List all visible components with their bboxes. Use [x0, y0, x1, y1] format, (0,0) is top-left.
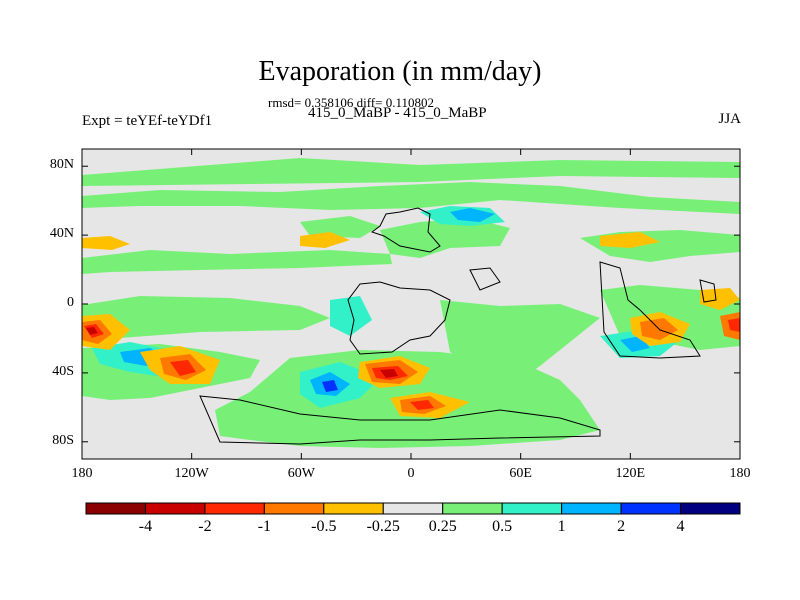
field-yellow: [600, 232, 660, 248]
field-teal: [330, 296, 372, 336]
field-red: [170, 360, 196, 376]
lat-tick-label: 40S: [52, 363, 74, 379]
colorbar-swatch: [144, 502, 206, 515]
colorbar-label: 0.25: [428, 518, 457, 535]
colorbar-label: -4: [138, 518, 153, 535]
comparison-label: 415_0_MaBP - 415_0_MaBP: [308, 105, 487, 121]
colorbar-swatch: [263, 502, 325, 515]
colorbar-label: 1: [557, 518, 566, 535]
experiment-label: Expt = teYEf-teYDf1: [82, 113, 213, 129]
field-green: [300, 216, 380, 238]
lon-tick-label: 60E: [509, 466, 532, 481]
colorbar-label: 2: [617, 518, 626, 535]
colorbar-swatch: [323, 502, 384, 515]
lon-tick-label: 180: [729, 466, 751, 481]
field-yellow: [82, 236, 130, 250]
colorbar-swatch: [561, 502, 622, 515]
stats-label: rmsd= 0.358106 diff= 0.110802: [268, 95, 434, 110]
colorbar-swatch: [442, 502, 503, 515]
field-red: [410, 400, 434, 410]
colorbar-label: -2: [198, 518, 212, 535]
field-blue: [450, 208, 495, 222]
lat-tick-label: 80S: [52, 432, 74, 448]
colorbar: [85, 502, 741, 515]
field-green: [82, 250, 392, 274]
lon-tick-label: 120E: [615, 466, 646, 481]
field-red: [728, 318, 740, 332]
colorbar-label: 0.5: [492, 518, 513, 535]
coastline: [199, 395, 601, 445]
map-field: [82, 149, 740, 459]
colorbar-label: 4: [676, 518, 685, 535]
lat-tick-label: 0: [67, 295, 74, 310]
field-green: [82, 296, 330, 340]
lon-tick-label: 60W: [287, 466, 315, 481]
colorbar-swatch: [204, 502, 265, 515]
field-darkred: [86, 327, 98, 335]
coastline: [347, 281, 451, 355]
lat-tick-label: 40N: [49, 226, 74, 242]
field-green: [82, 158, 740, 186]
coastline: [599, 261, 701, 359]
colorbar-swatch: [680, 502, 741, 515]
field-darkred: [380, 369, 398, 378]
colorbar-label: -0.5: [311, 518, 337, 535]
lon-tick-label: 180: [71, 466, 93, 481]
coastline: [370, 207, 441, 253]
coastline: [469, 267, 501, 291]
coastlines: [199, 207, 717, 445]
coastline: [699, 279, 717, 303]
colorbar-swatch: [382, 502, 444, 515]
colorbar-swatch: [620, 502, 682, 515]
lat-tick-label: 80N: [49, 157, 74, 173]
colorbar-swatch: [501, 502, 563, 515]
field-yellow: [300, 232, 350, 248]
field-yellow: [700, 288, 740, 310]
lon-tick-label: 0: [407, 466, 415, 481]
axis-ticks: [81, 149, 741, 459]
colorbar-label: -1: [257, 518, 272, 535]
field-darkblue: [322, 380, 338, 392]
colorbar-swatch: [85, 502, 146, 515]
season-label: JJA: [718, 111, 741, 127]
map-title: Evaporation (in mm/day): [258, 56, 542, 87]
field-green: [82, 182, 740, 214]
colorbar-label: -0.25: [366, 518, 400, 535]
lon-tick-label: 120W: [174, 466, 209, 481]
